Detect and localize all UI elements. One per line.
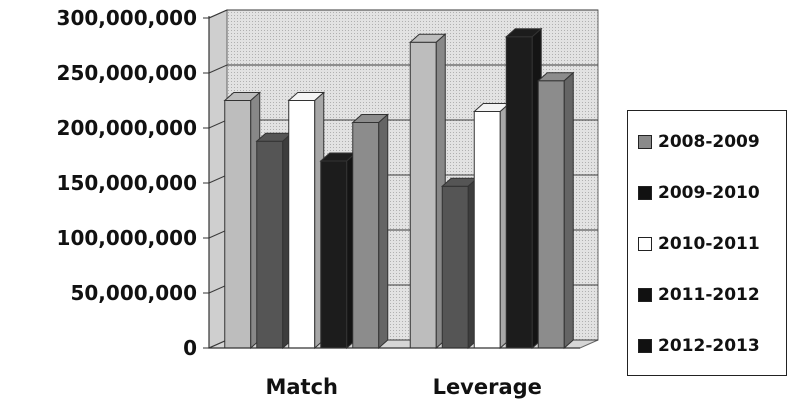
bar-side (378, 113, 389, 350)
bar-front (505, 36, 533, 349)
y-tick-label: 100,000,000 (57, 226, 197, 250)
legend-label: 2008-2009 (658, 132, 760, 152)
bar (472, 102, 511, 350)
legend-label: 2010-2011 (658, 234, 760, 254)
bar-front (441, 185, 469, 349)
legend-item: 2009-2010 (638, 180, 760, 206)
legend-label: 2012-2013 (658, 336, 760, 356)
bar (223, 91, 262, 350)
legend-item: 2010-2011 (638, 231, 760, 257)
category-label: Match (265, 375, 338, 399)
legend-item: 2008-2009 (638, 129, 760, 155)
y-tick-label: 300,000,000 (57, 6, 197, 30)
bar-front (224, 100, 252, 349)
legend-item: 2011-2012 (638, 282, 760, 308)
bar (319, 151, 358, 350)
gridline (208, 64, 598, 74)
legend-swatch (638, 339, 652, 353)
bar-front (320, 160, 348, 349)
bar-front (537, 80, 565, 349)
y-tick-label: 200,000,000 (57, 116, 197, 140)
legend-label: 2009-2010 (658, 183, 760, 203)
legend: 2008-2009 2009-2010 2010-2011 2011-2012 2012… (627, 110, 787, 376)
bar (536, 71, 575, 350)
y-tick-label: 150,000,000 (57, 171, 197, 195)
bar-front (473, 111, 501, 349)
bar (351, 113, 390, 350)
legend-swatch (638, 288, 652, 302)
bar-side (563, 71, 574, 350)
y-tick-labels: 0 50,000,000 100,000,000 150,000,000 200,000… (57, 6, 197, 360)
bar (255, 132, 294, 350)
axes (208, 16, 580, 349)
legend-item: 2012-2013 (638, 333, 760, 359)
category-label: Leverage (433, 375, 542, 399)
bar (504, 27, 543, 350)
bar (408, 33, 447, 350)
bar-front (352, 122, 380, 349)
legend-swatch (638, 237, 652, 251)
legend-swatch (638, 135, 652, 149)
bar-front (256, 140, 284, 349)
bar (440, 177, 479, 350)
legend-swatch (638, 186, 652, 200)
legend-label: 2011-2012 (658, 285, 760, 305)
y-tick-label: 250,000,000 (57, 61, 197, 85)
y-tick-label: 50,000,000 (70, 281, 197, 305)
y-tick-label: 0 (183, 336, 197, 360)
bar (287, 91, 326, 350)
bar-front (288, 100, 316, 349)
gridline (208, 9, 598, 19)
category-labels: Match Leverage (265, 375, 541, 399)
bar-front (409, 41, 437, 349)
